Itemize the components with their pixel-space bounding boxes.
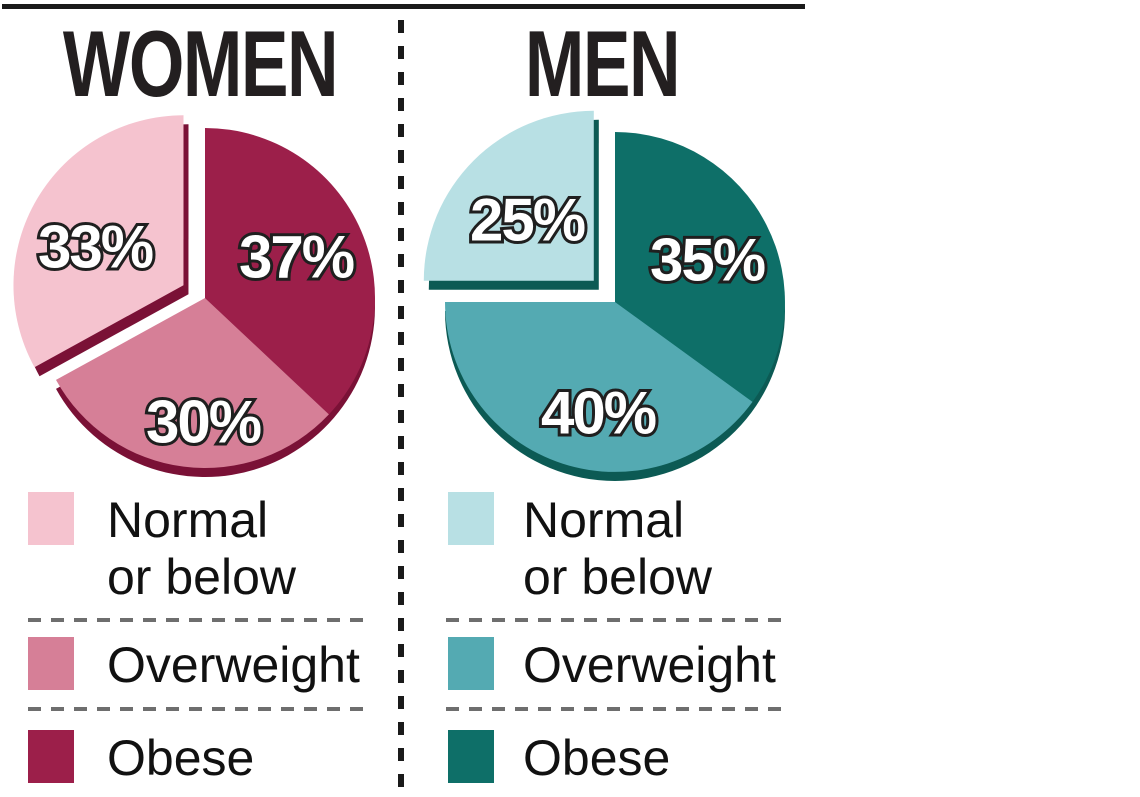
legend-divider — [446, 618, 786, 622]
legend-item-men-normal: Normal or below — [448, 492, 712, 606]
legend-item-men-overweight: Overweight — [448, 637, 776, 694]
pie-slice-normal-or-below — [13, 115, 184, 368]
legend-label-women-obese: Obese — [107, 730, 255, 786]
legend-swatch-women-normal — [28, 492, 74, 545]
legend-item-women-normal: Normal or below — [28, 492, 296, 606]
legend-label-men-obese: Obese — [523, 730, 671, 786]
slice-percent-label: 40% — [541, 380, 656, 447]
legend-item-women-obese: Obese — [28, 730, 254, 787]
pie-slice-overweight — [56, 298, 329, 469]
legend-swatch-women-obese — [28, 730, 74, 783]
legend-item-women-overweight: Overweight — [28, 637, 360, 694]
slice-percent-label: 35% — [650, 227, 765, 294]
legend-item-men-obese: Obese — [448, 730, 670, 787]
slice-percent-label: 30% — [146, 389, 261, 456]
legend-swatch-women-overweight — [28, 637, 74, 690]
legend-divider — [446, 707, 786, 711]
legend-label-men-normal: Normal or below — [523, 492, 712, 605]
panel-title-men: MEN — [524, 11, 681, 116]
slice-percent-label: 37% — [239, 224, 354, 291]
slice-percent-label: 25% — [470, 187, 585, 254]
pie-slice-normal-or-below — [423, 110, 594, 281]
pie-chart-women: 37% 30% 33% — [13, 115, 376, 477]
legend-label-men-overweight: Overweight — [523, 637, 776, 693]
legend-label-women-overweight: Overweight — [107, 637, 360, 693]
legend-divider — [28, 707, 363, 711]
pie-slice-overweight — [445, 302, 753, 472]
slice-percent-label: 33% — [38, 214, 153, 281]
pie-slice-obese — [615, 132, 785, 402]
legend-label-women-normal: Normal or below — [107, 492, 296, 605]
legend-swatch-men-overweight — [448, 637, 494, 690]
vertical-divider — [398, 20, 404, 797]
pie-chart-men: 35% 40% 25% — [423, 110, 785, 481]
legend-divider — [28, 618, 363, 622]
pie-slice-obese — [205, 128, 376, 415]
legend-swatch-men-obese — [448, 730, 494, 783]
top-rule — [2, 4, 805, 9]
legend-swatch-men-normal — [448, 492, 494, 545]
panel-title-women: WOMEN — [62, 11, 339, 116]
